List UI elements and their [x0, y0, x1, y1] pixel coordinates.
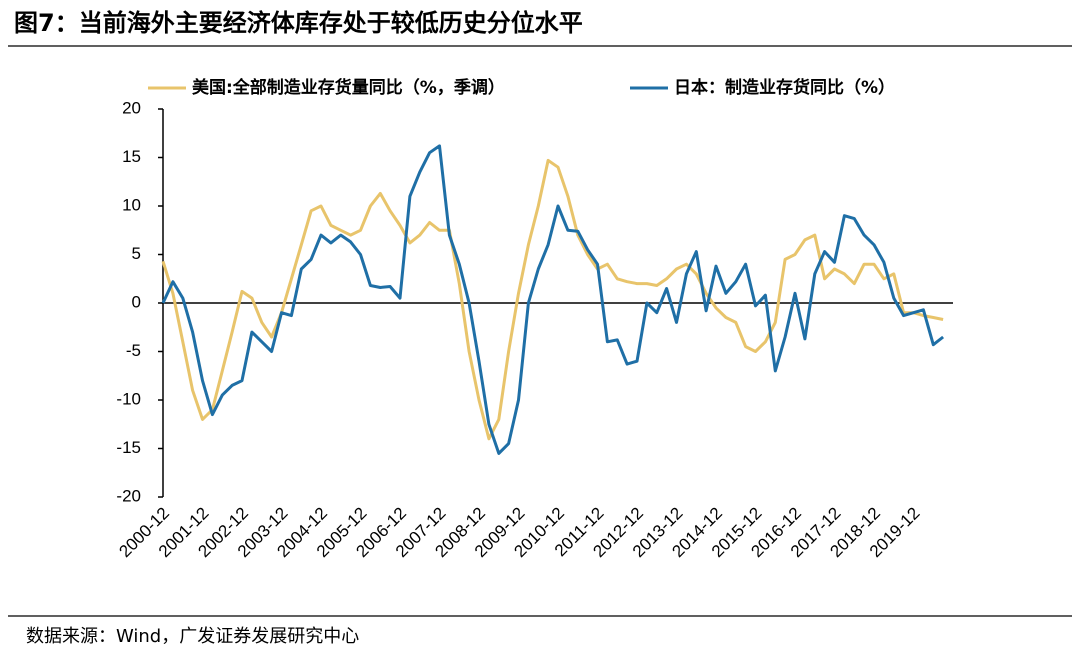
y-tick-label: -5 [126, 341, 141, 360]
source: 数据来源：Wind，广发证券发展研究中心 [26, 626, 359, 647]
y-tick-label: 5 [132, 244, 141, 263]
y-tick-label: 10 [122, 195, 141, 214]
y-tick-label: -20 [116, 486, 141, 505]
y-tick-label: 20 [122, 98, 141, 117]
y-tick-label: -15 [116, 438, 141, 457]
legend-label: 日本：制造业存货同比（%） [674, 77, 895, 98]
chart-title: 图7：当前海外主要经济体库存处于较低历史分位水平 [14, 9, 583, 37]
y-tick-label: -10 [116, 389, 141, 408]
series-line [161, 144, 945, 455]
y-tick-label: 0 [132, 292, 141, 311]
y-tick-label: 15 [122, 147, 141, 166]
series-line [161, 158, 944, 441]
legend-label: 美国:全部制造业存货量同比（%，季调） [192, 77, 505, 98]
